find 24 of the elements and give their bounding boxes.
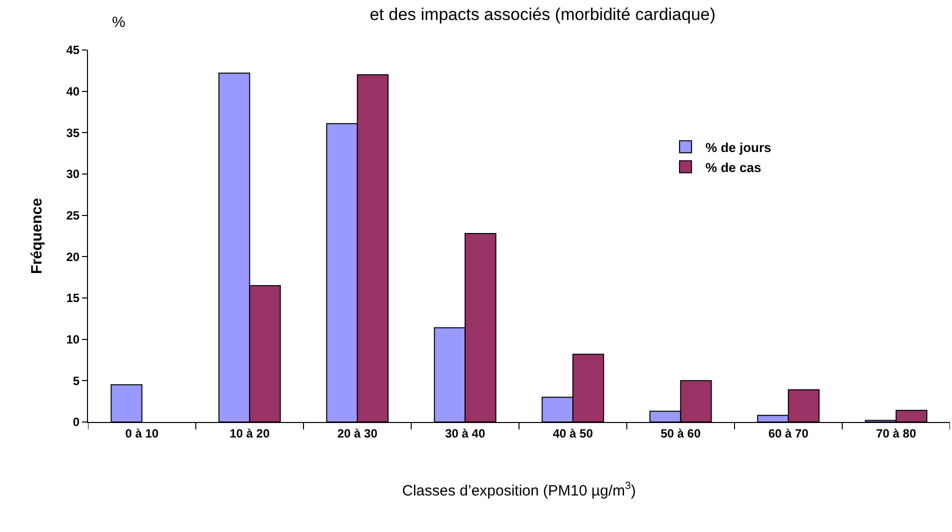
y-tick-label: 40 (66, 84, 80, 99)
x-axis-title: Classes d’exposition (PM10 µg/m$^{3}$) (402, 480, 636, 500)
y-tick-label: 35 (66, 126, 80, 140)
y-axis-title: Fréquence (28, 198, 46, 274)
y-tick-label: 25 (66, 208, 80, 223)
x-tick-label: 10 à 20 (230, 426, 270, 440)
chart-title: et des impacts associés (morbidité cardiaque) (370, 4, 716, 24)
x-tick-label: 40 à 50 (552, 426, 594, 440)
legend-label: % de cas (706, 160, 762, 175)
x-tick-label: 50 à 60 (660, 426, 701, 440)
x-tick-label: 70 à 80 (876, 426, 916, 440)
text: % (112, 14, 126, 31)
x-tick-label: 20 à 30 (337, 426, 378, 440)
y-tick-label: 10 (66, 332, 80, 347)
x-tick-label: 60 à 70 (768, 426, 809, 440)
y-tick-label: 30 (66, 167, 80, 182)
y-tick-label: 5 (72, 374, 80, 388)
x-tick-label: 30 à 40 (445, 426, 486, 440)
y-tick-label: 0 (72, 415, 80, 430)
x-tick-label: 0 à 10 (125, 426, 159, 440)
y-tick-label: 20 (66, 250, 80, 264)
legend-label: % de jours (706, 140, 772, 155)
y-tick-label: 45 (66, 43, 80, 58)
y-tick-label: 15 (66, 291, 80, 306)
